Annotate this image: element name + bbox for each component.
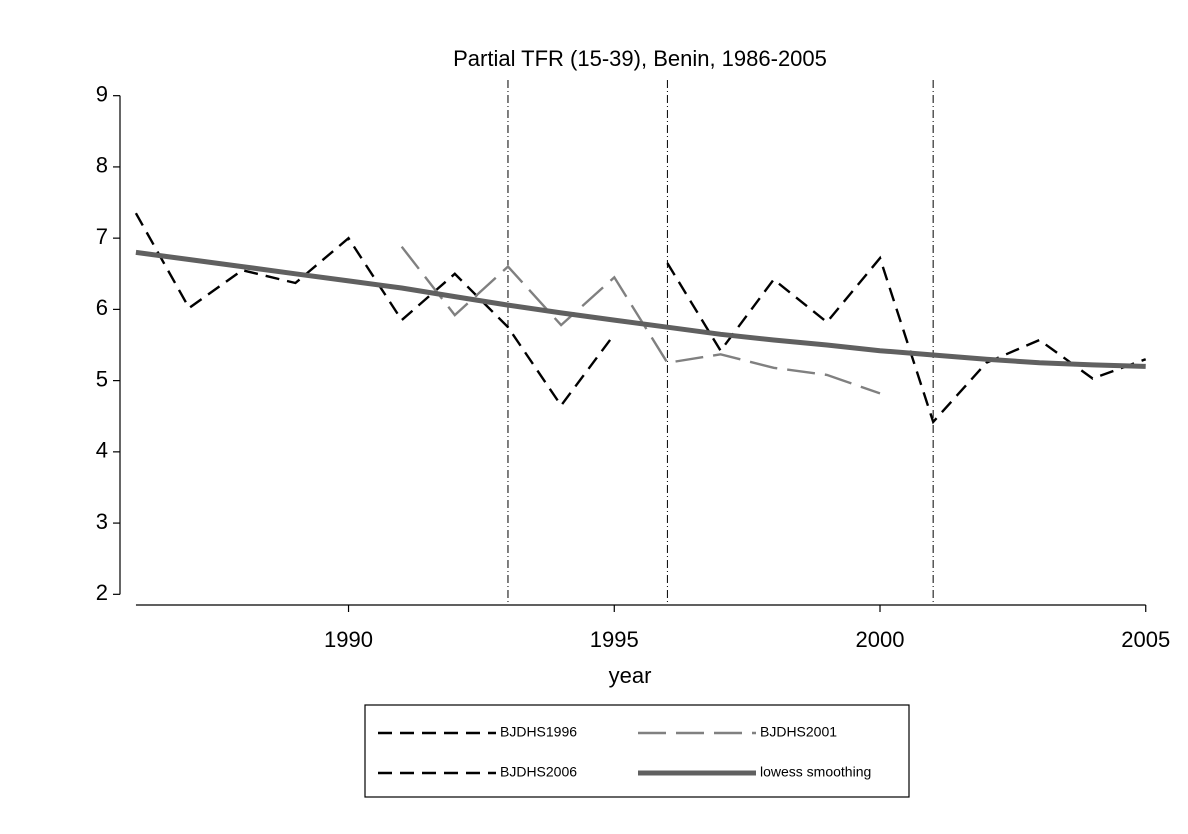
- y-tick-label: 4: [96, 438, 108, 463]
- legend-label: lowess smoothing: [760, 764, 871, 780]
- legend-label: BJDHS2001: [760, 724, 837, 740]
- series-line: [666, 255, 1147, 425]
- y-tick-label: 7: [96, 224, 108, 249]
- y-tick-label: 3: [96, 509, 108, 534]
- x-axis-label: year: [609, 663, 652, 688]
- y-tick-label: 2: [96, 580, 108, 605]
- legend-box: [364, 704, 910, 798]
- x-tick-label: 2000: [856, 627, 905, 652]
- chart-title: Partial TFR (15-39), Benin, 1986-2005: [453, 46, 827, 71]
- y-tick-label: 6: [96, 295, 108, 320]
- series-line: [134, 212, 616, 408]
- series-line: [135, 249, 1146, 369]
- x-tick-label: 1995: [590, 627, 639, 652]
- series-line: [400, 245, 881, 395]
- legend-label: BJDHS2006: [500, 764, 577, 780]
- y-tick-label: 9: [96, 81, 108, 106]
- x-tick-label: 1990: [324, 627, 373, 652]
- y-tick-label: 5: [96, 366, 108, 391]
- y-tick-label: 8: [96, 153, 108, 178]
- x-tick-label: 2005: [1121, 627, 1170, 652]
- legend-label: BJDHS1996: [500, 724, 577, 740]
